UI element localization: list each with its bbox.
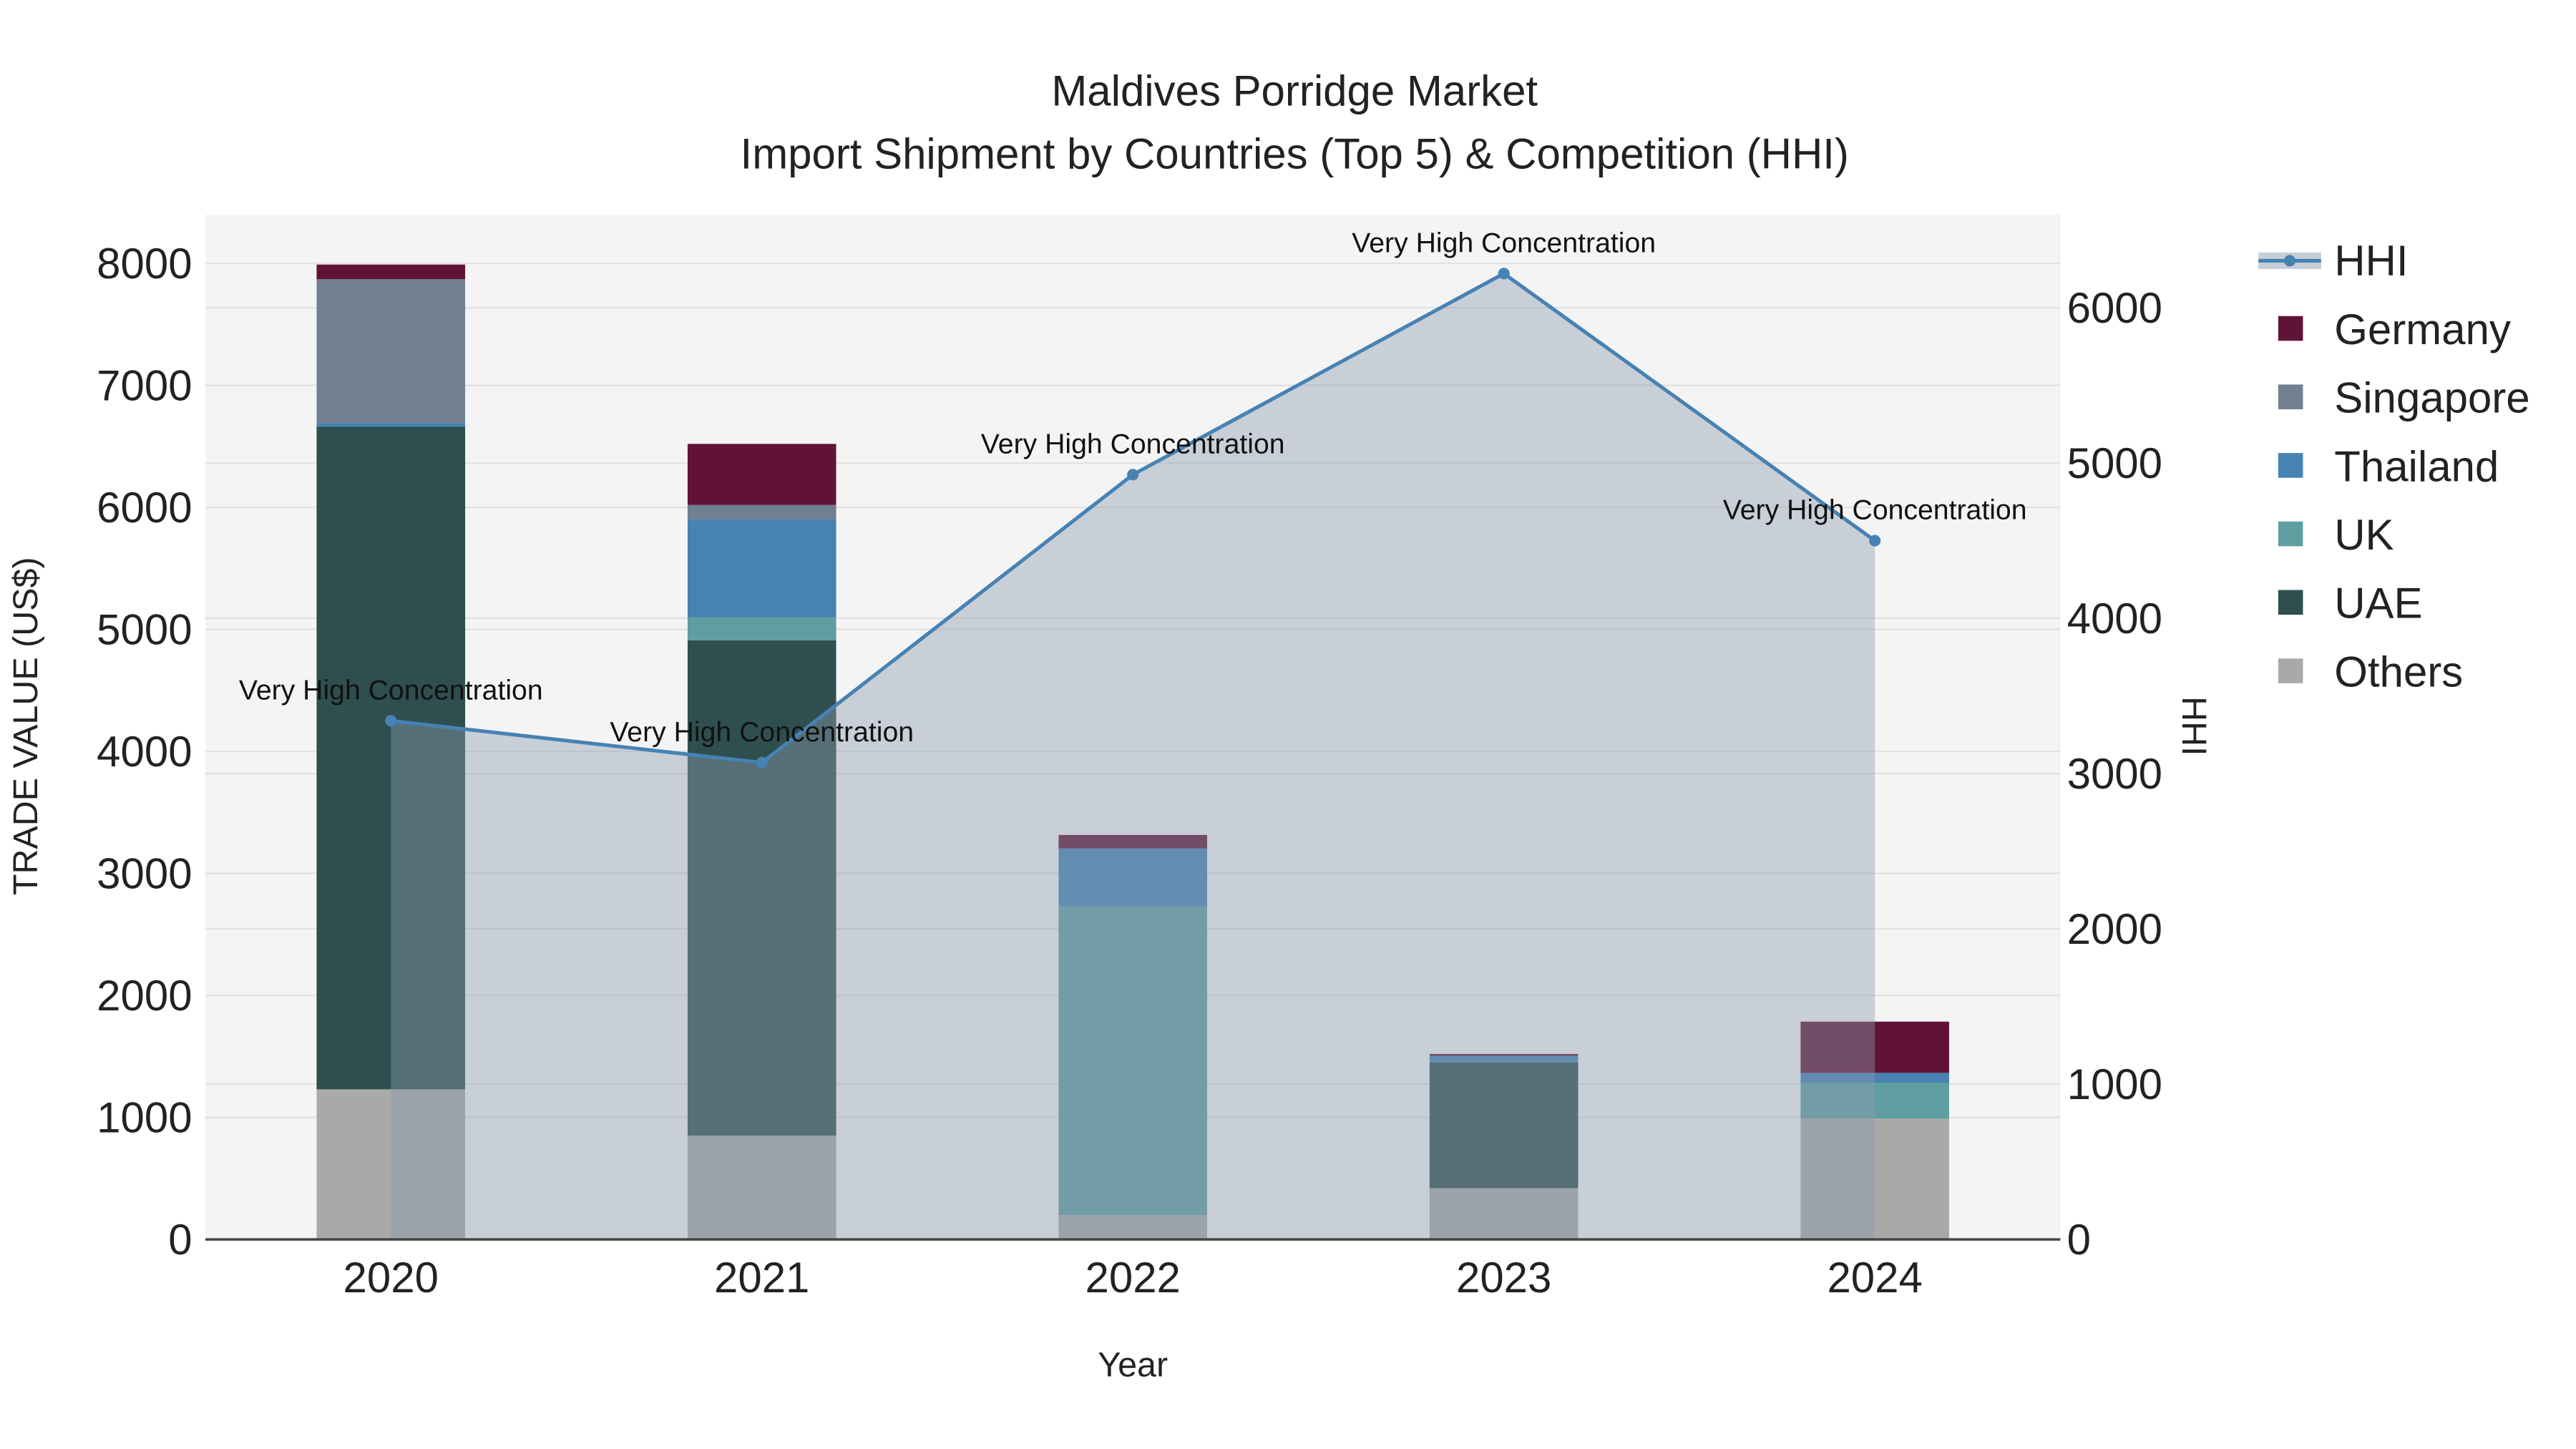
y2-tick-label: 2000 xyxy=(2067,905,2162,953)
bar-uk-2022 xyxy=(1058,906,1207,1215)
legend-item-singapore[interactable]: Singapore xyxy=(2278,374,2530,422)
y2-tick-label: 5000 xyxy=(2067,439,2162,487)
hhi-area xyxy=(391,273,1875,1240)
legend-label: Thailand xyxy=(2334,442,2499,490)
hhi-annotation: Very High Concentration xyxy=(1723,495,2027,526)
x-tick-label: 2021 xyxy=(714,1254,809,1302)
y2-axis-label: HHI xyxy=(2175,696,2213,756)
y2-tick-label: 3000 xyxy=(2067,750,2162,798)
hhi-point-2020 xyxy=(385,715,397,727)
legend-item-uk[interactable]: UK xyxy=(2278,511,2394,559)
bar-thailand-2024 xyxy=(1800,1073,1949,1083)
hhi-annotation: Very High Concentration xyxy=(239,675,543,706)
legend-label: Singapore xyxy=(2334,374,2529,422)
bar-germany-2024 xyxy=(1800,1021,1949,1073)
bar-uae-2020 xyxy=(316,426,466,1090)
y-tick-label: 8000 xyxy=(97,240,192,288)
y-tick-label: 6000 xyxy=(97,484,192,532)
bars xyxy=(316,264,1949,1240)
legend-item-germany[interactable]: Germany xyxy=(2278,306,2511,353)
x-tick-label: 2023 xyxy=(1456,1254,1551,1302)
bar-thailand-2021 xyxy=(687,519,836,618)
axes: 0 1000 2000 3000 4000 5000 6000 7000 8000 0 1000 20… xyxy=(97,240,2162,1302)
bar-thailand-2023 xyxy=(1429,1055,1579,1063)
bar-singapore-2021 xyxy=(687,504,836,520)
legend-item-uae[interactable]: UAE xyxy=(2278,580,2423,628)
chart-title-line1: Maldives Porridge Market xyxy=(1051,67,1538,115)
bar-others-2022 xyxy=(1058,1214,1207,1240)
bar-thailand-2022 xyxy=(1058,848,1207,907)
bar-singapore-2020 xyxy=(316,279,466,424)
legend-label: Others xyxy=(2334,648,2463,696)
legend-swatch-thailand xyxy=(2278,453,2303,478)
y-axis-label: TRADE VALUE (US$) xyxy=(6,557,45,895)
bar-germany-2023 xyxy=(1429,1053,1579,1056)
hhi-annotation: Very High Concentration xyxy=(610,717,914,748)
y-tick-label: 5000 xyxy=(97,605,192,653)
x-tick-label: 2020 xyxy=(343,1254,439,1302)
y-tick-label: 7000 xyxy=(97,361,192,409)
bar-others-2021 xyxy=(687,1136,836,1240)
bar-uk-2021 xyxy=(687,617,836,640)
bar-others-2020 xyxy=(316,1089,466,1240)
legend-swatch-uae xyxy=(2278,590,2303,615)
y2-tick-label: 0 xyxy=(2067,1216,2091,1264)
legend-label: Germany xyxy=(2334,306,2511,353)
hhi-annotation: Very High Concentration xyxy=(1352,228,1656,258)
y-tick-label: 3000 xyxy=(97,849,192,897)
hhi-annotation: Very High Concentration xyxy=(981,429,1285,459)
legend-label: UAE xyxy=(2334,580,2422,628)
y2-tick-label: 6000 xyxy=(2067,284,2162,332)
legend-label: UK xyxy=(2334,511,2394,559)
bar-germany-2020 xyxy=(316,264,466,280)
y2-tick-label: 1000 xyxy=(2067,1060,2162,1108)
legend-item-others[interactable]: Others xyxy=(2278,648,2463,696)
legend-swatch-germany xyxy=(2278,316,2303,341)
legend-label: HHI xyxy=(2334,237,2408,285)
legend-swatch-uk xyxy=(2278,521,2303,547)
hhi-point-2024 xyxy=(1869,535,1881,547)
bar-germany-2021 xyxy=(687,444,836,505)
y-tick-label: 4000 xyxy=(97,728,192,776)
legend: HHI Germany Singapore Thailand UK UAE Others xyxy=(2258,237,2530,696)
y-tick-label: 0 xyxy=(168,1216,192,1264)
legend-item-hhi[interactable]: HHI xyxy=(2258,237,2408,285)
hhi-series: Very High Concentration Very High Concent… xyxy=(239,228,2027,1240)
bar-germany-2022 xyxy=(1058,834,1207,849)
legend-item-thailand[interactable]: Thailand xyxy=(2278,442,2499,490)
hhi-point-2022 xyxy=(1127,469,1139,481)
hhi-point-2023 xyxy=(1498,268,1510,280)
x-axis-label: Year xyxy=(1098,1346,1168,1385)
legend-swatch-singapore xyxy=(2278,384,2303,409)
bar-uk-2024 xyxy=(1800,1082,1949,1119)
legend-marker-hhi xyxy=(2283,255,2296,267)
chart-title-line2: Import Shipment by Countries (Top 5) & C… xyxy=(741,130,1849,177)
bar-others-2024 xyxy=(1800,1118,1949,1240)
y2-tick-label: 4000 xyxy=(2067,595,2162,643)
legend-swatch-others xyxy=(2278,658,2303,683)
bar-thailand-2020 xyxy=(316,423,466,427)
y-tick-label: 2000 xyxy=(97,972,192,1020)
hhi-point-2021 xyxy=(756,756,768,769)
bar-uae-2023 xyxy=(1429,1062,1579,1189)
x-tick-label: 2022 xyxy=(1085,1254,1181,1302)
bar-others-2023 xyxy=(1429,1188,1579,1240)
x-tick-label: 2024 xyxy=(1827,1254,1922,1302)
y-tick-label: 1000 xyxy=(97,1093,192,1141)
